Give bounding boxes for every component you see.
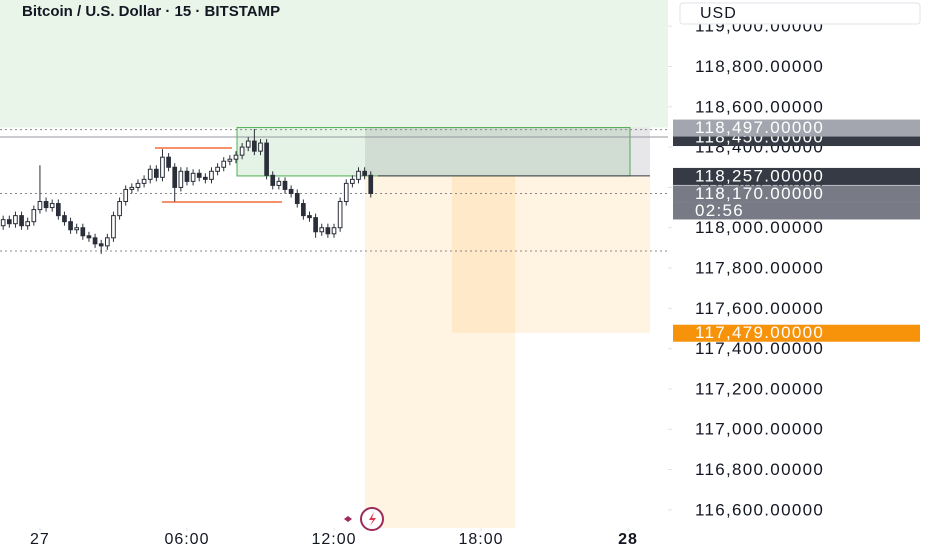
candle-body — [264, 142, 269, 176]
candle-body — [196, 172, 202, 178]
y-tick-label: 117,600.00000 — [695, 299, 824, 318]
candle-body — [141, 178, 147, 184]
candle-body — [245, 140, 251, 148]
candle-body — [203, 176, 208, 180]
candle-body — [258, 142, 263, 152]
countdown: 02:56 — [695, 201, 744, 220]
candle-body — [276, 180, 282, 186]
candle-body — [215, 166, 220, 172]
y-tick-label: 118,000.00000 — [695, 218, 824, 237]
candle-body — [123, 188, 129, 203]
x-tick-label: 12:00 — [311, 531, 356, 548]
candle-body — [190, 172, 196, 182]
candle-body — [19, 215, 24, 227]
y-tick-label: 117,400.00000 — [695, 339, 824, 358]
candle-body — [13, 215, 18, 225]
candle-body — [252, 140, 257, 152]
candle-body — [86, 235, 92, 239]
candle-body — [337, 201, 343, 229]
drawings — [0, 0, 668, 528]
price-label: 117,479.00000 — [695, 323, 824, 342]
price-label: 118,497.00000 — [695, 118, 824, 137]
candle-body — [282, 180, 288, 190]
candle-body — [111, 215, 116, 239]
candle-body — [331, 227, 337, 235]
candle-body — [129, 186, 135, 190]
candle-body — [147, 168, 153, 180]
candle-body — [172, 166, 178, 188]
price-label-box — [673, 119, 920, 137]
candle-body — [135, 182, 141, 188]
candle-body — [80, 227, 86, 237]
candle-body — [68, 221, 73, 231]
replay-icon[interactable] — [344, 507, 384, 531]
candle-body — [233, 154, 239, 160]
overlay-zone — [365, 127, 650, 176]
candle-body — [301, 203, 306, 217]
y-tick-label: 117,200.00000 — [695, 379, 824, 398]
candle-body — [325, 227, 331, 235]
y-tick-label: 118,800.00000 — [695, 57, 824, 76]
candle-body — [25, 221, 31, 227]
chart-title: Bitcoin / U.S. Dollar · 15 · BITSTAMP — [22, 3, 280, 20]
x-tick-label: 28 — [618, 531, 638, 548]
candle-body — [184, 170, 190, 182]
currency-box[interactable] — [679, 2, 921, 25]
candle-body — [62, 215, 67, 223]
x-tick-label: 18:00 — [459, 531, 504, 548]
candle-body — [55, 203, 61, 217]
price-label-box — [673, 324, 920, 342]
candle-body — [6, 219, 12, 225]
y-tick-label: 116,800.00000 — [695, 460, 824, 479]
y-tick-label: 116,600.00000 — [695, 500, 824, 519]
price-label: 118,257.00000 — [695, 166, 824, 185]
x-tick-label: 06:00 — [164, 531, 209, 548]
candle-body — [307, 215, 312, 219]
candle-body — [37, 201, 43, 211]
candle-body — [74, 227, 80, 231]
candle-body — [43, 201, 49, 209]
candle-body — [0, 219, 6, 227]
candle-body — [368, 174, 374, 194]
candle-body — [350, 178, 355, 184]
candle-body — [362, 170, 367, 176]
candle-body — [178, 170, 184, 188]
candle-body — [31, 209, 37, 223]
candle-body — [49, 203, 55, 209]
candle-body — [288, 188, 294, 194]
candle-body — [117, 201, 122, 217]
candle-body — [98, 243, 104, 247]
candle-body — [160, 156, 165, 178]
currency: USD — [700, 5, 737, 22]
candle-body — [221, 160, 227, 168]
price-axis: 119,000.00000118,800.00000118,600.000001… — [30, 17, 920, 548]
price-label-box — [673, 185, 920, 203]
price-label-box — [673, 167, 920, 185]
candle-body — [294, 192, 300, 205]
y-tick-label: 117,800.00000 — [695, 259, 824, 278]
zone — [0, 0, 668, 128]
candles — [0, 128, 374, 254]
candle-body — [343, 182, 349, 203]
candle-body — [166, 156, 171, 168]
stop-zone — [452, 175, 650, 333]
y-tick-label: 117,000.00000 — [695, 420, 824, 439]
candle-body — [227, 158, 233, 162]
candle-body — [239, 146, 245, 156]
candle-body — [356, 170, 361, 180]
candle-body — [313, 217, 318, 233]
candle-body — [319, 227, 325, 233]
candle-body — [104, 237, 110, 247]
x-tick-label: 27 — [30, 531, 50, 548]
candle-body — [154, 168, 159, 178]
countdown-box — [673, 202, 920, 220]
y-tick-label: 118,600.00000 — [695, 97, 824, 116]
candle-body — [92, 237, 98, 245]
price-label: 118,170.00000 — [695, 184, 824, 203]
candle-body — [209, 170, 214, 180]
target-zone — [236, 127, 631, 177]
stop-zone — [365, 175, 515, 528]
candle-body — [270, 174, 276, 186]
